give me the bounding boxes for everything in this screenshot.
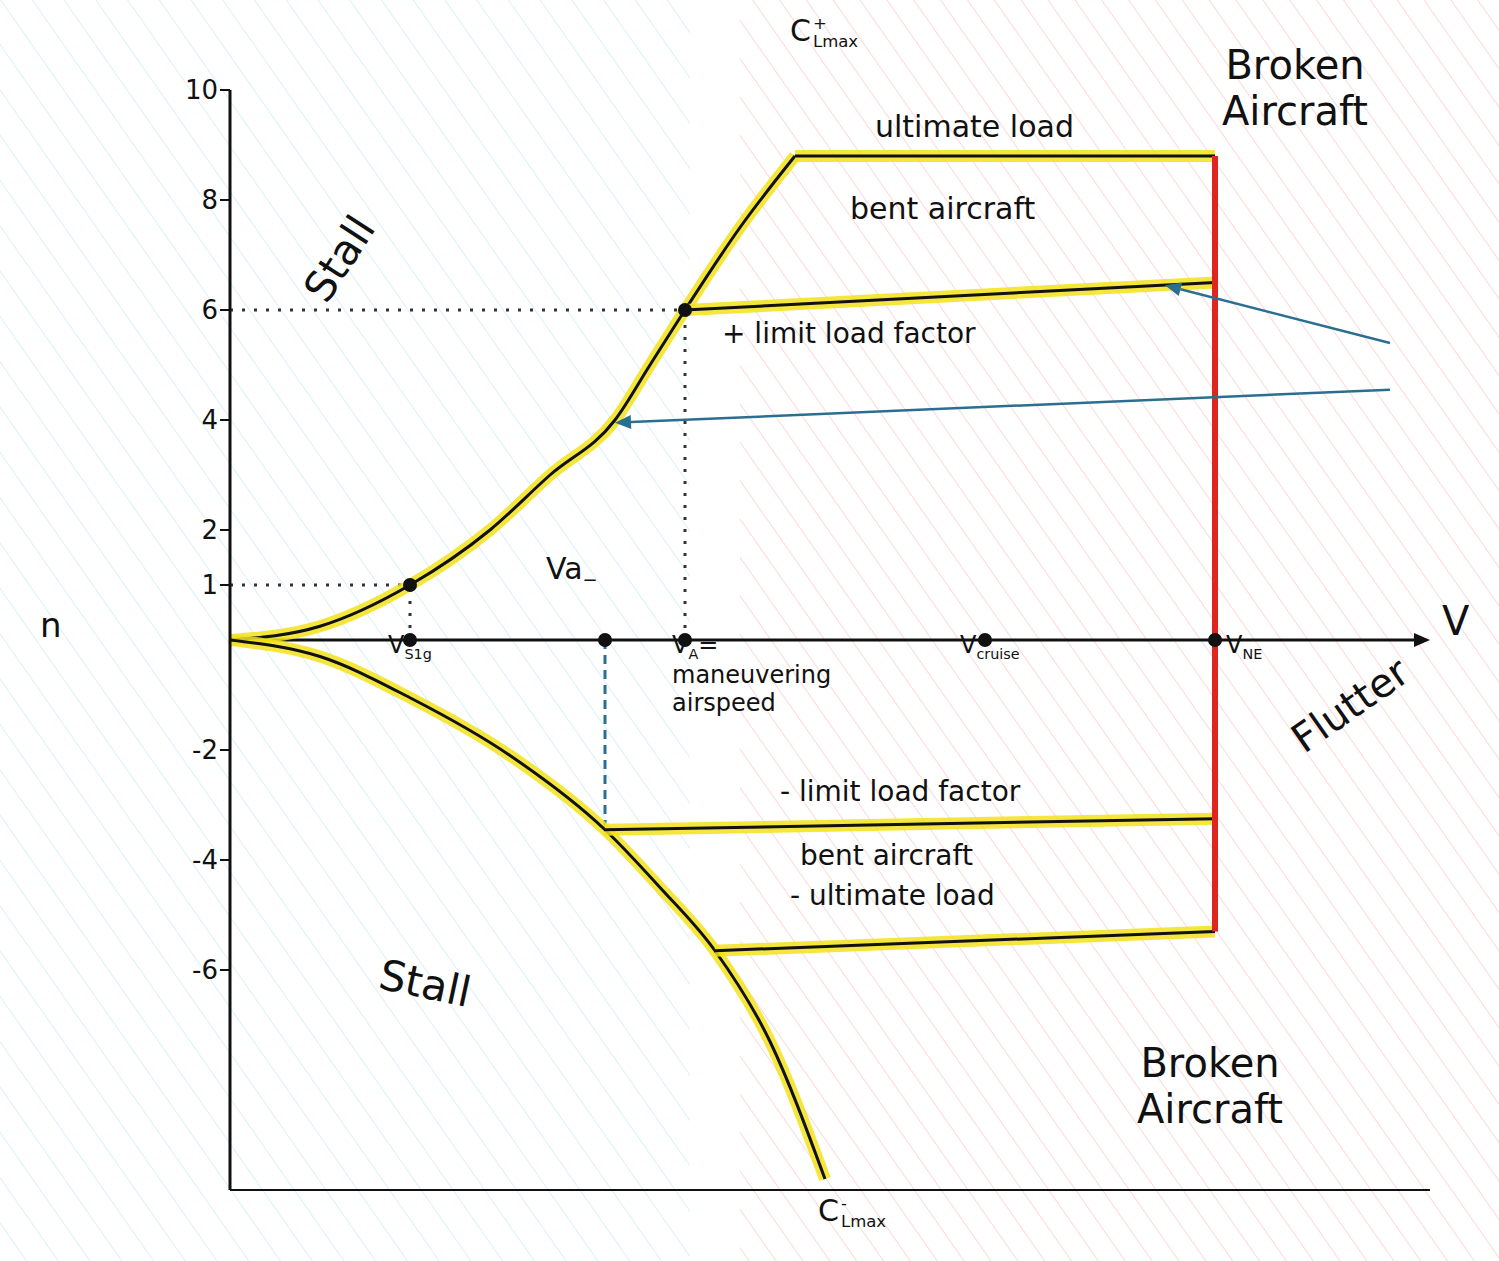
html-text:Vcruise: Vcruise xyxy=(960,631,1020,662)
html-text:Lmax: Lmax xyxy=(813,31,859,51)
html-text:ultimate load: ultimate load xyxy=(875,109,1074,144)
html-text:VS1g: VS1g xyxy=(388,631,432,662)
svg-text:-2: -2 xyxy=(192,735,218,765)
html-text:n: n xyxy=(40,605,62,645)
html-text:C-: C- xyxy=(818,1193,847,1228)
svg-text:6: 6 xyxy=(201,295,218,325)
html-text:Stall: Stall xyxy=(293,206,386,311)
html-text:VNE: VNE xyxy=(1226,631,1263,662)
html-text:+ limit load factor: + limit load factor xyxy=(722,317,976,350)
html-text:C+: C+ xyxy=(790,13,827,48)
svg-text:8: 8 xyxy=(201,185,218,215)
svg-text:10: 10 xyxy=(185,75,218,105)
html-text:Stall: Stall xyxy=(374,950,476,1018)
svg-text:-4: -4 xyxy=(192,845,218,875)
html-text:- limit load factor: - limit load factor xyxy=(780,775,1021,808)
html-text:Broken Aircraft: Broken Aircraft xyxy=(1137,1040,1283,1132)
html-text:Va−: Va− xyxy=(546,551,598,590)
html-text:bent aircraft: bent aircraft xyxy=(850,191,1036,226)
html-text:Broken Aircraft: Broken Aircraft xyxy=(1222,42,1368,134)
html-text:Flutter: Flutter xyxy=(1282,648,1418,762)
svg-text:-6: -6 xyxy=(192,955,218,985)
html-text:- ultimate load: - ultimate load xyxy=(790,879,995,912)
svg-text:1: 1 xyxy=(201,570,218,600)
html-text:bent aircraft: bent aircraft xyxy=(800,839,973,872)
svg-text:2: 2 xyxy=(201,515,218,545)
html-text:VA= maneuvering airspeed: VA= maneuvering airspeed xyxy=(672,631,832,717)
svg-text:4: 4 xyxy=(201,405,218,435)
html-text:Lmax: Lmax xyxy=(841,1211,887,1231)
html-text:V: V xyxy=(1442,598,1470,644)
